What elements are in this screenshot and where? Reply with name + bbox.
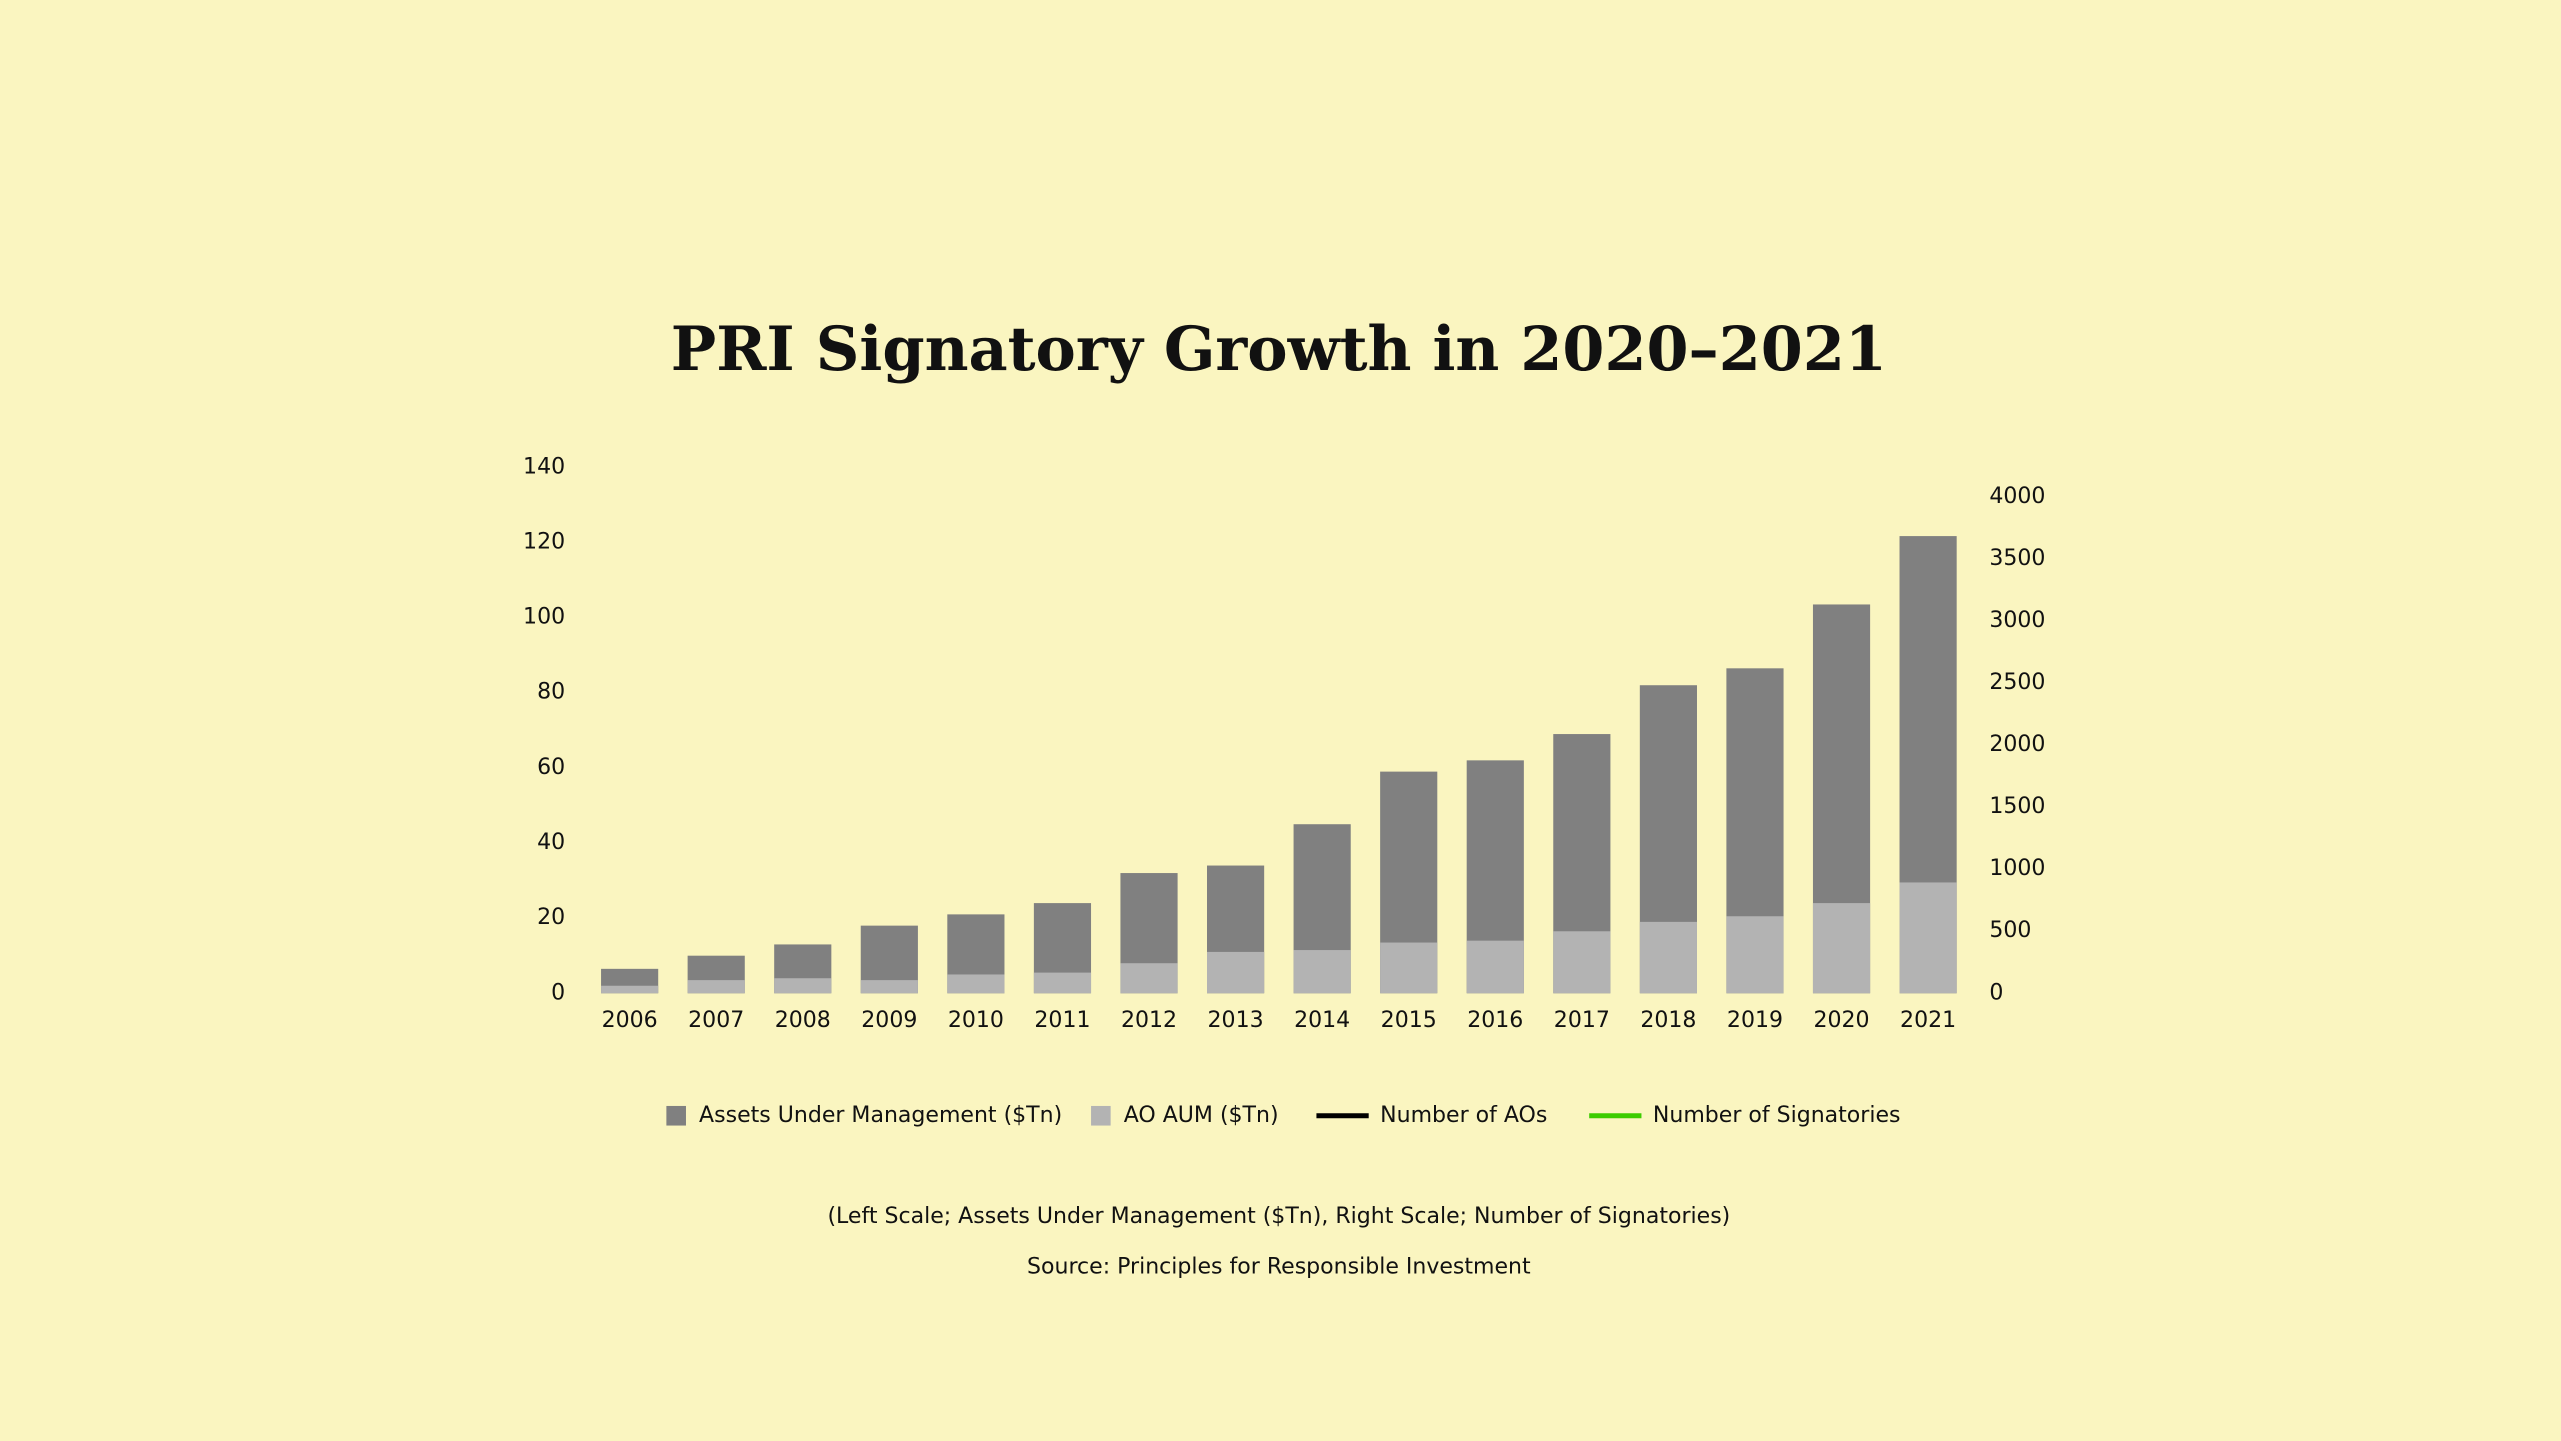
- bar: [1207, 951, 1265, 994]
- bar: [1812, 903, 1871, 994]
- x-tick-label: 2010: [948, 1008, 1004, 1033]
- bar: [1726, 916, 1784, 994]
- bar: [774, 978, 832, 994]
- y-tick-label: 80: [537, 680, 565, 705]
- source: Source: Principles for Responsible Inves…: [1027, 1255, 1531, 1280]
- legend-swatch: [1091, 1105, 1111, 1126]
- x-tick-label: 2006: [602, 1008, 658, 1033]
- bar: [1033, 972, 1092, 994]
- y-tick-label: 0: [551, 980, 565, 1005]
- legend-label: Number of AOs: [1380, 1103, 1547, 1128]
- bar: [687, 980, 745, 994]
- y-tick-label: 120: [523, 529, 565, 554]
- y2-tick-label: 500: [1989, 918, 2031, 943]
- bar: [1380, 942, 1438, 994]
- bar: [1899, 882, 1957, 994]
- bar: [1466, 940, 1524, 994]
- legend-label: Assets Under Management ($Tn): [699, 1103, 1062, 1128]
- y2-tick-label: 0: [1989, 980, 2003, 1005]
- y2-tick-label: 1000: [1989, 856, 2045, 881]
- y-tick-label: 40: [537, 830, 565, 855]
- bar: [1120, 963, 1178, 994]
- x-tick-label: 2015: [1381, 1008, 1437, 1033]
- x-tick-label: 2012: [1121, 1008, 1177, 1033]
- y-tick-label: 60: [537, 755, 565, 780]
- y2-tick-label: 4000: [1989, 484, 2045, 509]
- legend-label: AO AUM ($Tn): [1124, 1103, 1279, 1128]
- y2-tick-label: 2500: [1989, 670, 2045, 695]
- x-tick-label: 2011: [1034, 1008, 1090, 1033]
- bar: [1553, 931, 1611, 994]
- y2-tick-label: 1500: [1989, 794, 2045, 819]
- bar: [1293, 950, 1351, 994]
- bar: [601, 985, 659, 994]
- y-tick-label: 140: [523, 454, 565, 479]
- x-tick-label: 2016: [1467, 1008, 1523, 1033]
- x-tick-label: 2007: [688, 1008, 744, 1033]
- x-tick-label: 2020: [1813, 1008, 1869, 1033]
- y-tick-label: 20: [537, 905, 565, 930]
- bar: [860, 980, 918, 994]
- x-tick-label: 2019: [1727, 1008, 1783, 1033]
- y2-tick-label: 3500: [1989, 546, 2045, 571]
- legend-label: Number of Signatories: [1653, 1103, 1901, 1128]
- x-tick-label: 2018: [1640, 1008, 1696, 1033]
- x-tick-label: 2017: [1554, 1008, 1610, 1033]
- y2-tick-label: 2000: [1989, 732, 2045, 757]
- note: (Left Scale; Assets Under Management ($T…: [827, 1204, 1730, 1229]
- x-tick-label: 2008: [775, 1008, 831, 1033]
- chart-title: PRI Signatory Growth in 2020–2021: [671, 314, 1887, 385]
- x-tick-label: 2014: [1294, 1008, 1350, 1033]
- y-tick-label: 100: [523, 605, 565, 630]
- bar: [1639, 921, 1697, 994]
- x-tick-label: 2013: [1208, 1008, 1264, 1033]
- bar: [947, 974, 1005, 994]
- x-tick-label: 2009: [861, 1008, 917, 1033]
- x-tick-label: 2021: [1900, 1008, 1956, 1033]
- y2-tick-label: 3000: [1989, 608, 2045, 633]
- legend-swatch: [666, 1105, 686, 1126]
